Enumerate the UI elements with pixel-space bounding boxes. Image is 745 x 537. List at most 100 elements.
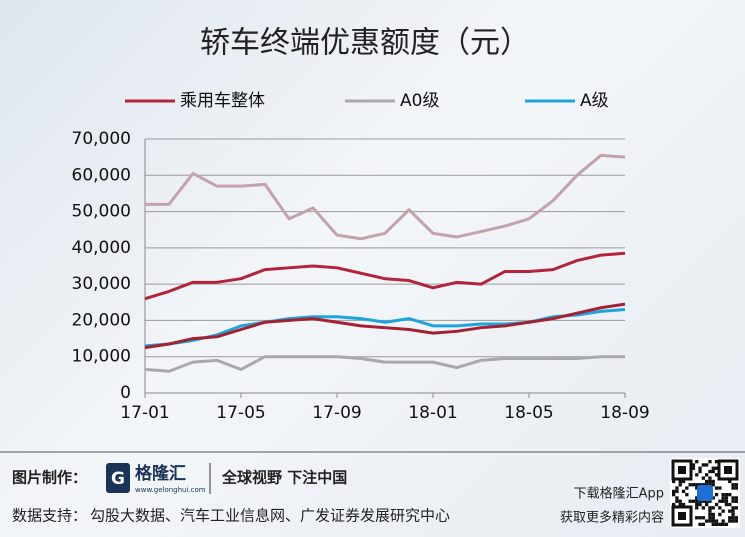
slogan: 全球视野 下注中国 (221, 469, 347, 487)
qr-cell (711, 496, 715, 500)
qr-cell (675, 486, 679, 490)
qr-cell (675, 496, 679, 500)
source-label: 数据支持： (12, 507, 87, 525)
qr-cell (711, 469, 715, 474)
qr-cell (701, 476, 705, 480)
qr-cell (711, 519, 715, 523)
y-tick-label: 50,000 (72, 202, 131, 222)
qr-cell (691, 499, 696, 503)
series-line (144, 251, 626, 301)
qr-cell (701, 506, 705, 510)
qr-cell (724, 496, 729, 500)
qr-finder (717, 459, 739, 481)
qr-cell (718, 506, 722, 510)
qr-cell (678, 479, 682, 484)
x-tick-label: 18-05 (504, 403, 553, 423)
qr-cell (721, 522, 725, 526)
qr-cell (728, 509, 732, 513)
qr-cell (688, 499, 692, 503)
qr-cell (734, 499, 738, 503)
qr-cell (714, 522, 719, 526)
qr-cell (728, 479, 732, 484)
qr-cell (711, 512, 715, 517)
y-tick-label: 60,000 (72, 165, 131, 185)
qr-cell (678, 502, 682, 507)
legend-label: A0级 (400, 91, 439, 111)
qr-cell (672, 493, 676, 497)
qr-cell (711, 522, 715, 526)
qr-cell (714, 493, 719, 497)
qr-cell (721, 493, 725, 497)
qr-cell (678, 483, 682, 487)
qr-cell (724, 522, 729, 526)
qr-code (670, 458, 740, 528)
qr-cell (708, 506, 712, 510)
qr-cell (714, 519, 719, 523)
qr-cell (695, 486, 699, 490)
qr-cell (724, 493, 729, 497)
qr-cell (711, 506, 715, 510)
qr-cell (675, 489, 679, 493)
series-line (145, 153, 626, 241)
qr-cell (731, 506, 735, 510)
qr-cell (711, 516, 715, 520)
qr-cell (728, 519, 732, 523)
y-tick-label: 70,000 (72, 129, 131, 149)
qr-cell (718, 486, 722, 490)
qr-cell (718, 522, 722, 526)
qr-cell (695, 483, 699, 487)
qr-cell (695, 506, 699, 510)
qr-cell (714, 486, 719, 490)
series-line (144, 302, 626, 350)
qr-logo (697, 485, 713, 501)
qr-cell (695, 496, 699, 500)
qr-cell (718, 512, 722, 517)
qr-cell (695, 473, 699, 477)
qr-cell (681, 502, 686, 507)
qr-cell (714, 473, 719, 477)
qr-cell (708, 499, 712, 503)
qr-cell (714, 460, 719, 464)
qr-cell (691, 483, 696, 487)
qr-cell (721, 499, 725, 503)
qr-cell (721, 519, 725, 523)
qr-cell (708, 516, 712, 520)
y-tick-label: 0 (120, 383, 131, 403)
qr-cell (721, 496, 725, 500)
qr-cell (708, 483, 712, 487)
qr-cell (734, 486, 738, 490)
qr-cell (708, 469, 712, 474)
qr-cell (734, 516, 738, 520)
qr-cell (705, 473, 709, 477)
qr-cell (705, 463, 709, 467)
qr-cell (734, 483, 738, 487)
qr-cell (734, 506, 738, 510)
qr-cell (731, 516, 735, 520)
qr-cell (731, 496, 735, 500)
qr-cell (701, 463, 705, 467)
qr-cell (701, 516, 705, 520)
plot: 0 10,000 20,000 30,000 40,000 50,000 60,000 70,… (72, 129, 650, 423)
qr-cell (705, 479, 709, 484)
x-tick-label: 17-09 (312, 403, 361, 423)
qr-cell (708, 519, 712, 523)
qr-cell (695, 502, 699, 507)
qr-cell (718, 499, 722, 503)
qr-cell (734, 519, 738, 523)
qr-finder (671, 459, 693, 481)
series-line (144, 355, 625, 373)
qr-cell (724, 499, 729, 503)
qr-cell (698, 483, 702, 487)
qr-cell (731, 499, 735, 503)
qr-cell (698, 499, 702, 503)
qr-cell (685, 486, 689, 490)
qr-cell (705, 483, 709, 487)
y-tick-label: 40,000 (72, 238, 131, 258)
qr-cell (728, 502, 732, 507)
qr-cell (708, 512, 712, 517)
qr-cell (685, 493, 689, 497)
qr-cell (681, 479, 686, 484)
qr-cell (701, 499, 705, 503)
qr-cell (731, 486, 735, 490)
made-by-label: 图片制作： (12, 469, 87, 487)
